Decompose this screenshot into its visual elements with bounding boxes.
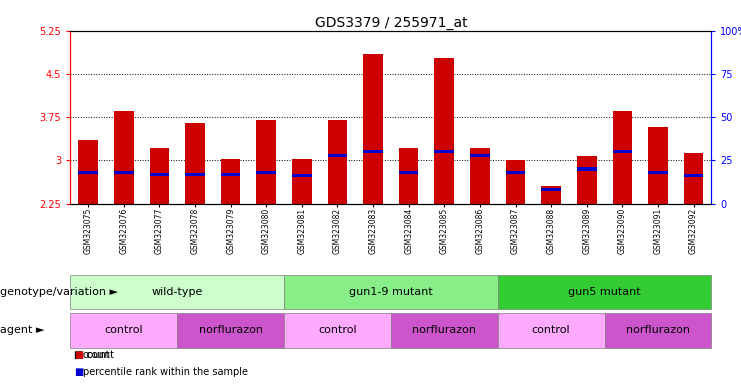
Text: norflurazon: norflurazon (626, 325, 690, 335)
Bar (292, 174, 312, 177)
Bar (256, 120, 276, 204)
Bar (505, 161, 525, 204)
Bar (613, 150, 632, 153)
Bar (221, 159, 240, 204)
Bar (185, 172, 205, 176)
Text: norflurazon: norflurazon (412, 325, 476, 335)
Bar (150, 172, 169, 176)
Bar (284, 313, 391, 348)
Bar (577, 167, 597, 170)
Bar (114, 111, 133, 204)
Bar (577, 156, 597, 204)
Text: norflurazon: norflurazon (199, 325, 262, 335)
Bar (542, 188, 561, 191)
Text: ■: ■ (74, 349, 83, 360)
Bar (221, 172, 240, 176)
Text: ■: ■ (74, 367, 83, 377)
Bar (150, 148, 169, 204)
Bar (114, 171, 133, 174)
Bar (498, 275, 711, 309)
Bar (399, 148, 419, 204)
Bar (79, 140, 98, 204)
Bar (292, 159, 312, 204)
Text: gun1-9 mutant: gun1-9 mutant (349, 287, 433, 297)
Bar (399, 171, 419, 174)
Bar (684, 174, 703, 177)
Bar (498, 313, 605, 348)
Bar (648, 127, 668, 204)
Bar (70, 313, 177, 348)
Text: percentile rank within the sample: percentile rank within the sample (83, 367, 248, 377)
Bar (70, 275, 284, 309)
Text: control: control (104, 325, 143, 335)
Bar (470, 148, 490, 204)
Bar (328, 154, 348, 157)
Text: control: control (532, 325, 571, 335)
Bar (284, 275, 498, 309)
Bar (542, 186, 561, 204)
Bar (177, 313, 284, 348)
Text: ■ count: ■ count (74, 349, 114, 360)
Bar (328, 120, 348, 204)
Bar (185, 123, 205, 204)
Bar (470, 154, 490, 157)
Text: count: count (83, 349, 110, 360)
Bar (434, 150, 454, 153)
Bar (434, 58, 454, 204)
Bar (684, 154, 703, 204)
Bar (256, 171, 276, 174)
Title: GDS3379 / 255971_at: GDS3379 / 255971_at (315, 16, 467, 30)
Bar (363, 54, 383, 204)
Bar (505, 171, 525, 174)
Text: wild-type: wild-type (152, 287, 203, 297)
Bar (79, 171, 98, 174)
Bar (391, 313, 498, 348)
Text: agent ►: agent ► (0, 325, 44, 335)
Bar (613, 111, 632, 204)
Bar (363, 150, 383, 153)
Text: control: control (318, 325, 356, 335)
Bar (648, 171, 668, 174)
Bar (605, 313, 711, 348)
Text: genotype/variation ►: genotype/variation ► (0, 287, 118, 297)
Text: gun5 mutant: gun5 mutant (568, 287, 641, 297)
